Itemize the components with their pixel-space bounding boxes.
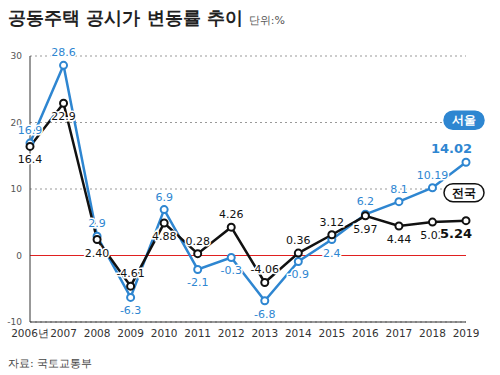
svg-text:4.88: 4.88 bbox=[152, 230, 177, 243]
svg-text:10: 10 bbox=[11, 184, 23, 194]
svg-text:2007: 2007 bbox=[50, 327, 77, 339]
svg-text:28.6: 28.6 bbox=[51, 46, 76, 59]
svg-text:-4.06: -4.06 bbox=[251, 263, 279, 276]
svg-text:5.97: 5.97 bbox=[353, 223, 378, 236]
svg-text:2016: 2016 bbox=[352, 327, 379, 339]
svg-text:2008: 2008 bbox=[84, 327, 111, 339]
svg-text:4.44: 4.44 bbox=[387, 233, 412, 246]
svg-text:2012: 2012 bbox=[218, 327, 245, 339]
svg-text:20: 20 bbox=[10, 117, 22, 128]
svg-text:2010: 2010 bbox=[151, 327, 178, 339]
svg-text:서울: 서울 bbox=[452, 113, 476, 127]
svg-text:2009: 2009 bbox=[117, 327, 144, 339]
svg-text:10.19: 10.19 bbox=[417, 169, 449, 182]
svg-text:-10: -10 bbox=[7, 317, 22, 327]
svg-text:-6.3: -6.3 bbox=[120, 304, 141, 317]
svg-text:-0.9: -0.9 bbox=[288, 268, 309, 281]
svg-text:2014: 2014 bbox=[285, 327, 312, 339]
svg-text:5.24: 5.24 bbox=[440, 226, 472, 241]
svg-text:2.4: 2.4 bbox=[323, 247, 341, 260]
svg-text:6.2: 6.2 bbox=[357, 195, 375, 208]
svg-text:2015: 2015 bbox=[318, 327, 345, 339]
svg-text:2017: 2017 bbox=[386, 327, 413, 339]
svg-text:-4.61: -4.61 bbox=[116, 267, 144, 280]
html-text:공동주택 공시가 변동률 추이 단위:%: 공동주택 공시가 변동률 추이 단위:% bbox=[8, 7, 285, 28]
svg-text:2011: 2011 bbox=[184, 327, 211, 339]
svg-text:4.26: 4.26 bbox=[219, 208, 244, 221]
svg-text:-0.3: -0.3 bbox=[220, 264, 241, 277]
svg-text:2006년: 2006년 bbox=[11, 327, 49, 339]
html-text:자료: 국토교통부: 자료: 국토교통부 bbox=[8, 357, 93, 370]
svg-text:-2.1: -2.1 bbox=[187, 276, 208, 289]
svg-text:-6.8: -6.8 bbox=[254, 308, 275, 321]
svg-text:0.28: 0.28 bbox=[185, 235, 210, 248]
svg-text:16.9: 16.9 bbox=[18, 124, 43, 137]
svg-text:2.9: 2.9 bbox=[88, 217, 106, 230]
svg-text:14.02: 14.02 bbox=[431, 141, 472, 156]
svg-text:5.02: 5.02 bbox=[420, 229, 445, 243]
svg-text:2.40: 2.40 bbox=[85, 247, 110, 260]
svg-text:30: 30 bbox=[11, 51, 23, 61]
svg-text:2013: 2013 bbox=[251, 327, 278, 339]
svg-text:0: 0 bbox=[16, 251, 22, 261]
svg-text:8.1: 8.1 bbox=[390, 183, 408, 196]
svg-text:6.9: 6.9 bbox=[155, 191, 173, 204]
svg-text:22.9: 22.9 bbox=[51, 110, 76, 123]
svg-text:0.36: 0.36 bbox=[286, 234, 311, 247]
svg-text:3.12: 3.12 bbox=[320, 216, 345, 229]
svg-text:2019: 2019 bbox=[453, 327, 480, 339]
svg-text:2018: 2018 bbox=[419, 327, 446, 339]
svg-text:16.4: 16.4 bbox=[18, 153, 43, 166]
svg-text:전국: 전국 bbox=[452, 186, 476, 200]
